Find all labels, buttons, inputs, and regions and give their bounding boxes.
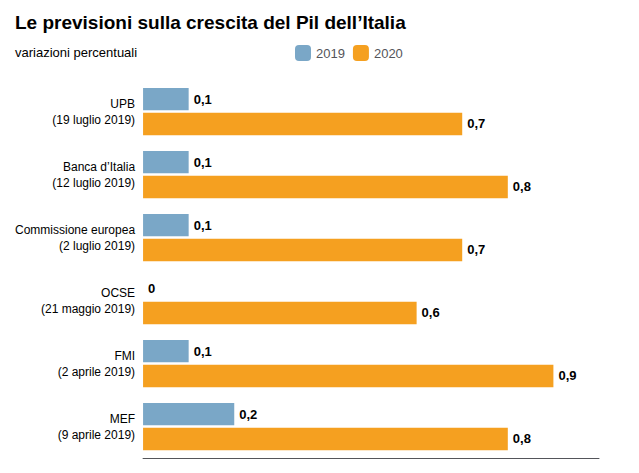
svg-text:0,7: 0,7	[467, 116, 485, 131]
svg-text:OCSE: OCSE	[101, 286, 135, 300]
svg-text:Banca d’Italia: Banca d’Italia	[63, 160, 135, 174]
svg-text:0,2: 0,2	[239, 407, 257, 422]
svg-text:0,8: 0,8	[513, 431, 531, 446]
svg-text:0,1: 0,1	[194, 344, 212, 359]
svg-text:0,9: 0,9	[558, 368, 576, 383]
svg-text:(9 aprile 2019): (9 aprile 2019)	[58, 428, 135, 442]
svg-text:(21 maggio 2019): (21 maggio 2019)	[41, 302, 135, 316]
svg-text:2020: 2020	[374, 46, 403, 61]
svg-text:0: 0	[148, 281, 155, 296]
svg-text:Commissione europea: Commissione europea	[15, 223, 135, 237]
svg-text:MEF: MEF	[110, 412, 135, 426]
svg-text:(12 luglio 2019): (12 luglio 2019)	[52, 176, 135, 190]
svg-text:(2 aprile 2019): (2 aprile 2019)	[58, 365, 135, 379]
svg-text:0,1: 0,1	[194, 218, 212, 233]
svg-text:0,8: 0,8	[513, 179, 531, 194]
svg-text:0,1: 0,1	[194, 92, 212, 107]
svg-text:FMI: FMI	[114, 349, 135, 363]
svg-text:variazioni percentuali: variazioni percentuali	[15, 45, 137, 60]
svg-text:0,6: 0,6	[422, 305, 440, 320]
svg-text:Le previsioni sulla crescita d: Le previsioni sulla crescita del Pil del…	[15, 12, 406, 33]
svg-text:UPB: UPB	[110, 97, 135, 111]
svg-text:(19 luglio 2019): (19 luglio 2019)	[52, 113, 135, 127]
svg-text:2019: 2019	[316, 46, 345, 61]
svg-text:0,7: 0,7	[467, 242, 485, 257]
svg-text:(2 luglio 2019): (2 luglio 2019)	[59, 239, 135, 253]
svg-text:0,1: 0,1	[194, 155, 212, 170]
